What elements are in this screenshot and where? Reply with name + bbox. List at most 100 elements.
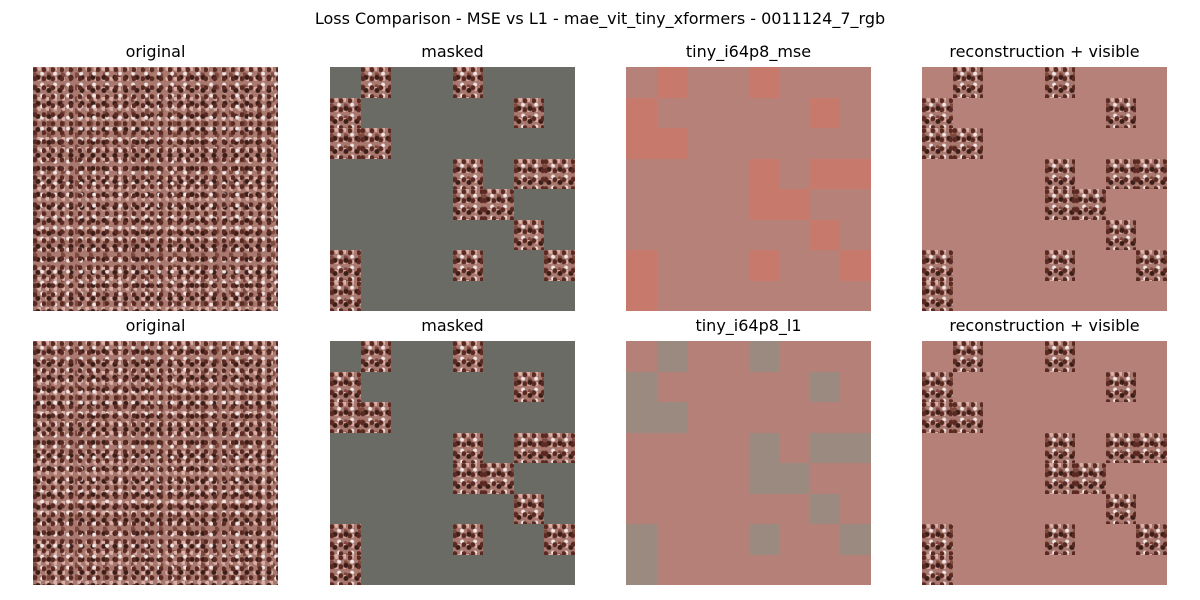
image-patch (840, 463, 871, 494)
image-patch (626, 250, 657, 281)
image-patch (687, 67, 718, 98)
image-patch (953, 372, 984, 403)
image-patch (626, 159, 657, 190)
image-patch (953, 524, 984, 555)
image-patch (749, 372, 780, 403)
image-patch (330, 493, 361, 524)
image-patch (1136, 189, 1167, 220)
image-patch (779, 341, 810, 372)
image-patch (1106, 67, 1137, 98)
image-patch (330, 158, 361, 189)
image-patch (513, 280, 545, 311)
image-patch (513, 371, 545, 402)
image-patch (983, 494, 1014, 525)
image-patch (810, 555, 841, 586)
image-patch (1044, 189, 1076, 220)
original-image (33, 341, 278, 585)
image-patch (1106, 402, 1137, 433)
image-patch (391, 402, 422, 433)
image-patch (1044, 463, 1076, 494)
image-patch (391, 158, 422, 189)
image-patch (626, 433, 657, 464)
image-patch (657, 159, 688, 190)
image-patch (483, 67, 514, 98)
image-patch (1106, 281, 1137, 312)
image-patch (749, 220, 780, 251)
image-patch (452, 97, 484, 128)
image-patch (779, 372, 810, 403)
image-patch (840, 220, 871, 251)
image-patch (1014, 67, 1045, 98)
image-patch (513, 128, 545, 159)
image-patch (513, 250, 545, 281)
image-patch (452, 158, 484, 189)
image-patch (626, 220, 657, 251)
image-patch (779, 189, 810, 220)
image-patch (1044, 158, 1076, 189)
image-patch (983, 159, 1014, 190)
image-patch (687, 372, 718, 403)
image-patch (626, 341, 657, 372)
image-patch (330, 341, 361, 372)
image-patch (626, 554, 657, 585)
image-patch (330, 432, 361, 463)
image-patch (953, 463, 984, 494)
panel-title: reconstruction + visible (949, 316, 1140, 335)
image-patch (421, 97, 453, 128)
image-patch (452, 371, 484, 402)
image-patch (953, 494, 984, 525)
reconstruction-image (626, 341, 871, 585)
image-patch (1014, 555, 1045, 586)
image-patch (1075, 524, 1106, 555)
image-patch (810, 463, 841, 494)
image-patch (809, 371, 841, 402)
image-patch (687, 159, 718, 190)
image-patch (360, 432, 392, 463)
image-patch (1045, 98, 1076, 129)
image-patch (421, 402, 453, 433)
image-patch (483, 128, 514, 159)
image-patch (452, 250, 484, 281)
image-patch (513, 402, 545, 433)
image-patch (779, 67, 810, 98)
image-patch (657, 463, 688, 494)
image-patch (840, 128, 871, 159)
image-patch (626, 463, 657, 494)
image-patch (1105, 432, 1137, 463)
image-patch (421, 463, 453, 494)
image-patch (544, 432, 575, 463)
image-patch (657, 433, 688, 464)
image-patch (1045, 128, 1076, 159)
image-patch (809, 493, 841, 524)
image-patch (718, 67, 749, 98)
image-patch (544, 67, 575, 98)
image-patch (718, 372, 749, 403)
image-patch (544, 524, 575, 555)
image-patch (1075, 250, 1106, 281)
image-patch (952, 128, 984, 159)
image-patch (718, 128, 749, 159)
image-patch (513, 554, 545, 585)
image-patch (922, 463, 953, 494)
panel-title: tiny_i64p8_mse (685, 42, 812, 61)
image-patch (953, 250, 984, 281)
image-patch (1105, 158, 1137, 189)
image-patch (626, 128, 657, 159)
image-patch (421, 67, 453, 98)
image-patch (1136, 128, 1167, 159)
image-patch (1136, 524, 1167, 555)
image-patch (657, 524, 688, 555)
image-patch (1105, 219, 1137, 250)
image-patch (840, 341, 871, 372)
image-patch (1075, 128, 1106, 159)
image-patch (1014, 402, 1045, 433)
image-patch (1136, 67, 1167, 98)
image-patch (810, 128, 841, 159)
image-patch (421, 128, 453, 159)
image-patch (1045, 555, 1076, 586)
image-patch (452, 67, 484, 98)
image-patch (452, 402, 484, 433)
image-patch (718, 402, 749, 433)
image-patch (922, 97, 953, 128)
image-patch (1106, 128, 1137, 159)
